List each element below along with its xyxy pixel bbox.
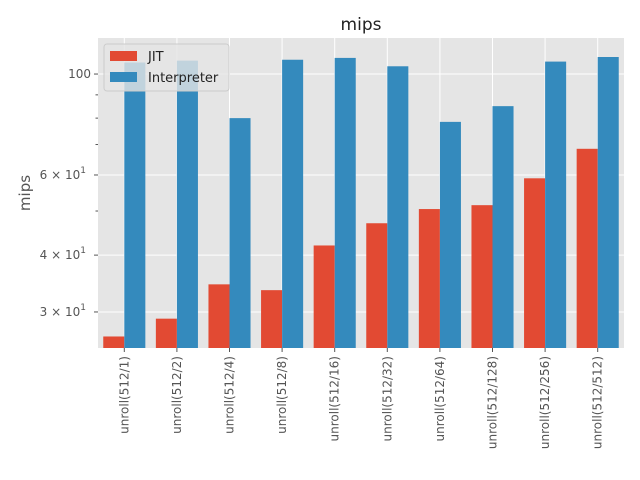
x-tick-label: unroll(512/512) [591, 356, 605, 449]
x-tick-label: unroll(512/256) [538, 356, 552, 449]
bar-jit-8: JIT: 59 [524, 178, 546, 348]
axis-ticks: unroll(512/1) unroll(512/2) unroll(512/4) u… [40, 67, 605, 449]
bar-interpreter-4: Interpreter: 108.5 [334, 57, 356, 348]
x-tick-label: unroll(512/2) [170, 356, 184, 434]
x-tick-label: unroll(512/16) [328, 356, 342, 441]
bar-interpreter-8: Interpreter: 106.5 [545, 61, 567, 349]
bar-jit-7: JIT: 51.5 [471, 205, 493, 348]
bar-jit-2: JIT: 34.5 [208, 284, 230, 348]
y-tick-label: 3 × 101 [40, 303, 86, 319]
legend-swatch-jit [110, 51, 137, 61]
legend-swatch-interpreter [110, 72, 137, 82]
bar-jit-0: JIT: 26.5 [103, 336, 125, 348]
y-tick-label: 6 × 101 [40, 166, 86, 182]
y-tick-label: 4 × 101 [40, 246, 86, 262]
bar-interpreter-5: Interpreter: 104 [387, 66, 409, 348]
y-axis-label: mips [16, 175, 34, 211]
bar-interpreter-0: Interpreter: 106 [124, 62, 146, 349]
bar-jit-4: JIT: 42 [313, 245, 335, 348]
x-tick-label: unroll(512/32) [380, 356, 394, 441]
chart-title: mips [341, 15, 382, 35]
bar-interpreter-6: Interpreter: 78.5 [439, 121, 461, 348]
x-tick-label: unroll(512/4) [223, 356, 237, 434]
legend-label-jit: JIT [147, 50, 164, 65]
bar-jit-9: JIT: 68.5 [576, 148, 598, 348]
legend-label-interpreter: Interpreter [148, 71, 219, 86]
x-tick-label: unroll(512/1) [117, 356, 131, 434]
bar-interpreter-7: Interpreter: 85 [492, 106, 514, 349]
x-tick-label: unroll(512/64) [433, 356, 447, 441]
bars: JIT: 26.5 JIT: 29 JIT: 34.5 JIT: 33.5 JIT: 4… [103, 57, 619, 349]
bar-interpreter-2: Interpreter: 80 [229, 118, 251, 348]
bar-jit-5: JIT: 47 [366, 223, 388, 348]
legend: JIT Interpreter [103, 43, 230, 92]
bar-interpreter-1: Interpreter: 107 [176, 60, 198, 348]
y-tick-label: 100 [68, 67, 91, 81]
bar-jit-6: JIT: 50.5 [418, 209, 440, 348]
bar-jit-3: JIT: 33.5 [261, 290, 283, 348]
bar-jit-1: JIT: 29 [155, 318, 177, 348]
x-tick-label: unroll(512/128) [486, 356, 500, 449]
x-tick-label: unroll(512/8) [275, 356, 289, 434]
bar-interpreter-9: Interpreter: 109 [597, 57, 619, 348]
bar-interpreter-3: Interpreter: 107.5 [282, 59, 304, 349]
